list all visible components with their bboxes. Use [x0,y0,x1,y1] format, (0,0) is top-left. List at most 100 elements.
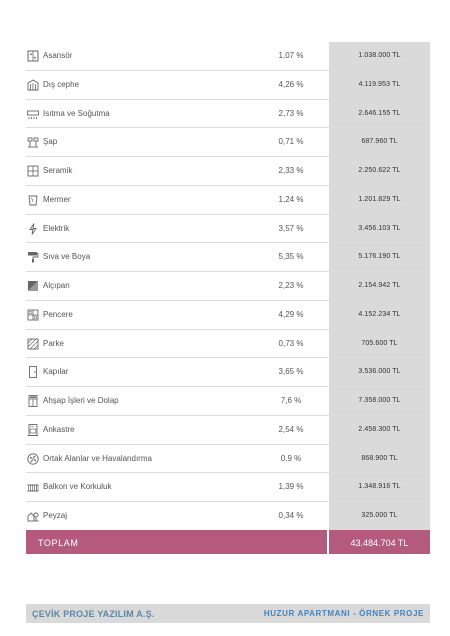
row-percentage: 5,35 % [278,252,304,262]
table-row: Isıtma ve Soğutma 2,73 % 2.646.155 TL [26,99,430,129]
drywall-icon [27,280,39,292]
balcony-railing-icon [27,481,39,493]
row-amount: 4.119.953 TL [358,80,401,88]
row-amount: 1.201.829 TL [358,195,401,203]
amount-cell: 3.536.000 TL [329,358,430,386]
row-label: Kapılar [43,367,69,377]
amount-cell: 2.250.622 TL [329,157,430,185]
row-label: Peyzaj [43,511,68,520]
table-row: Kapılar 3,65 % 3.536.000 TL [26,358,430,387]
row-percentage: 0,71 % [278,137,304,147]
total-label-cell: TOPLAM [26,530,327,554]
total-value: 43.484.704 TL [350,538,409,548]
amount-cell: 2.154.942 TL [329,272,430,300]
amount-cell: 1.348.916 TL [329,473,430,501]
landscape-icon [27,510,39,522]
row-percentage: 2,23 % [278,281,304,290]
row-amount: 1.038.000 TL [358,52,401,59]
cabinet-icon [27,395,39,407]
table-row: Şap 0,71 % 687.960 TL [26,128,430,157]
amount-cell: 7.358.000 TL [329,387,430,415]
row-percentage: 0,34 % [278,511,304,520]
amount-cell: 2.458.300 TL [329,415,430,444]
row-percentage: 1,24 % [278,194,304,204]
company-name: ÇEVİK PROJE YAZILIM A.Ş. [32,609,155,619]
row-label: Elektrik [43,223,70,233]
total-row: TOPLAM 43.484.704 TL [26,530,430,554]
amount-cell: 3.456.103 TL [329,214,430,243]
table-row: Asansör 1,07 % 1.038.000 TL [26,42,430,71]
screed-icon [27,136,39,148]
row-amount: 3.456.103 TL [358,224,401,232]
row-amount: 687.960 TL [361,138,398,146]
row-amount: 2.646.155 TL [358,109,401,117]
row-percentage: 1,39 % [278,482,304,492]
row-amount: 2.154.942 TL [358,282,401,289]
amount-cell: 1.201.829 TL [329,185,430,214]
built-in-icon [27,423,39,436]
row-percentage: 3,57 % [278,223,304,233]
row-label: Şap [43,137,58,147]
amount-cell: 868.900 TL [329,444,430,473]
total-value-cell: 43.484.704 TL [329,530,430,554]
amount-cell: 325.000 TL [329,502,430,531]
row-amount: 705.600 TL [361,339,398,347]
row-label: Isıtma ve Soğutma [43,108,110,118]
marble-icon [27,194,39,206]
tile-icon [27,165,39,177]
footer-bar: ÇEVİK PROJE YAZILIM A.Ş. HUZUR APARTMANI… [26,604,430,623]
row-label: Balkon ve Korkuluk [43,482,112,492]
amount-cell: 1.038.000 TL [329,42,430,70]
table-row: Parke 0,73 % 705.600 TL [26,329,430,359]
table-row: Sıva ve Boya 5,35 % 5.176.190 TL [26,243,430,272]
row-percentage: 0,73 % [278,338,304,348]
row-label: Parke [43,338,64,348]
row-amount: 325.000 TL [361,512,398,519]
paint-roller-icon [27,251,39,263]
electric-icon [27,222,39,235]
table-row: Peyzaj 0,34 % 325.000 TL [26,502,430,531]
row-percentage: 0.9 % [280,453,302,463]
table-row: Dış cephe 4,26 % 4.119.953 TL [26,70,430,100]
row-label: Seramik [43,166,73,175]
row-label: Ortak Alanlar ve Havalandırma [43,453,152,463]
row-percentage: 4,29 % [278,309,304,319]
row-amount: 5.176.190 TL [358,253,401,261]
row-amount: 1.348.916 TL [358,483,401,491]
amount-cell: 705.600 TL [329,329,430,358]
row-label: Ahşap İşleri ve Dolap [43,396,119,405]
project-name: HUZUR APARTMANI - ÖRNEK PROJE [263,609,424,618]
door-icon [27,366,39,379]
amount-cell: 5.176.190 TL [329,243,430,271]
elevator-icon [27,50,39,62]
row-amount: 868.900 TL [361,454,398,462]
row-amount: 7.358.000 TL [358,397,401,404]
cost-table: Asansör 1,07 % 1.038.000 TL Dış cephe 4,… [26,42,430,531]
row-percentage: 2,54 % [278,424,304,434]
hvac-icon [27,108,39,120]
row-label: Pencere [43,309,73,319]
amount-cell: 4.119.953 TL [329,70,430,99]
row-label: Asansör [43,51,73,60]
row-percentage: 7,6 % [280,396,302,405]
table-row: Mermer 1,24 % 1.201.829 TL [26,185,430,215]
table-row: Alçıpan 2,23 % 2.154.942 TL [26,272,430,301]
row-percentage: 2,73 % [278,108,304,118]
total-label: TOPLAM [38,538,79,548]
ventilation-icon [27,452,39,465]
row-label: Ankastre [43,424,75,434]
table-row: Elektrik 3,57 % 3.456.103 TL [26,214,430,244]
row-amount: 2.458.300 TL [358,425,401,433]
amount-cell: 2.646.155 TL [329,99,430,128]
window-icon [27,309,39,321]
table-row: Ahşap İşleri ve Dolap 7,6 % 7.358.000 TL [26,387,430,416]
row-percentage: 2,33 % [278,166,304,175]
table-row: Seramik 2,33 % 2.250.622 TL [26,157,430,186]
facade-icon [27,79,39,91]
parquet-icon [27,338,39,350]
row-percentage: 4,26 % [278,79,304,89]
amount-cell: 4.152.234 TL [329,300,430,329]
row-amount: 2.250.622 TL [358,167,401,174]
row-percentage: 1,07 % [278,51,304,60]
row-label: Dış cephe [43,79,80,89]
